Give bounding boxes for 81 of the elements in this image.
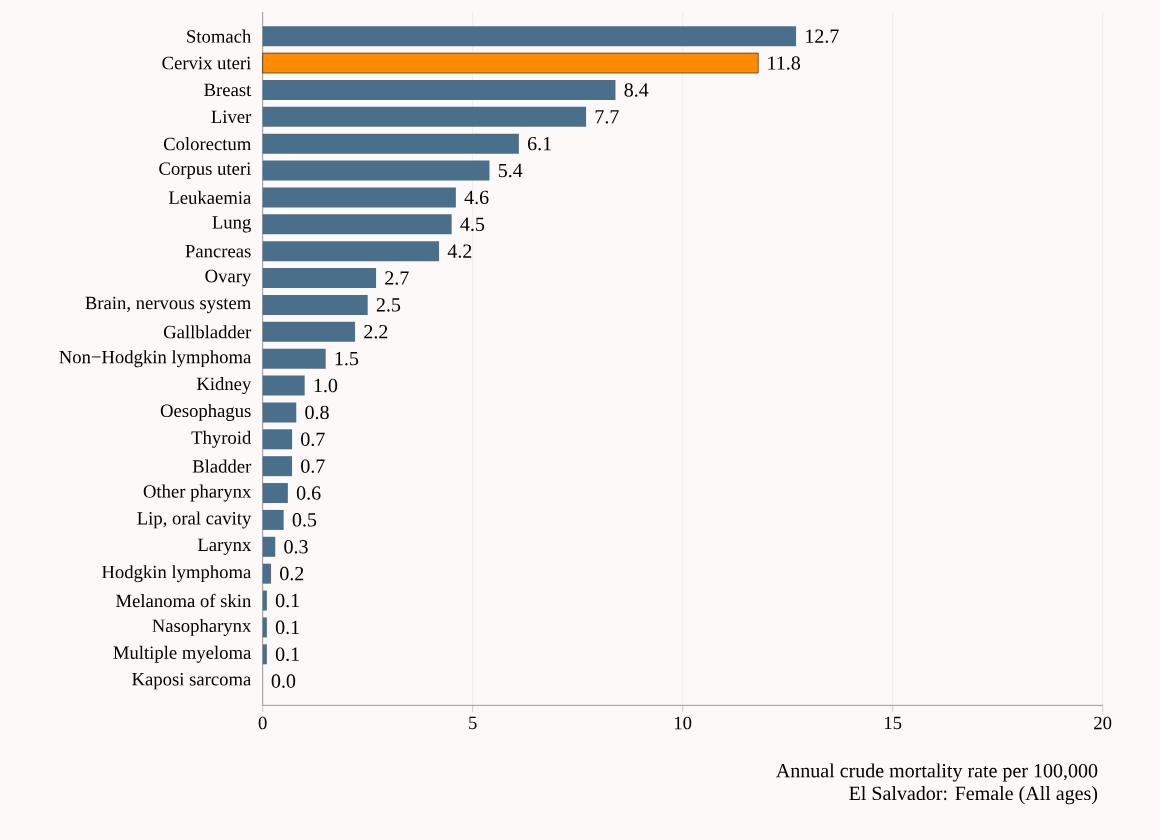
- y-tick-label: Gallbladder: [163, 325, 252, 339]
- bar: [262, 26, 797, 47]
- y-tick-label: Corpus uteri: [159, 162, 251, 179]
- y-tick-label: Cervix uteri: [162, 56, 251, 70]
- bar: [262, 536, 276, 557]
- data-label: 1.5: [335, 351, 359, 366]
- text: El Salvador: Female (All ages): [849, 786, 1098, 805]
- data-label: 5.4: [498, 163, 523, 178]
- bar: [262, 160, 490, 181]
- data-label: 4.6: [464, 190, 489, 205]
- bar: [262, 79, 616, 100]
- y-tick-label: Breast: [204, 83, 252, 97]
- y-tick-label: Pancreas: [185, 244, 251, 258]
- y-tick-label: Stomach: [187, 29, 252, 43]
- bar: [262, 321, 356, 342]
- data-label: 2.7: [385, 271, 409, 285]
- x-tick-label: 0: [258, 716, 267, 730]
- y-tick-label: Kaposi sarcoma: [132, 672, 252, 690]
- y-tick-label: Brain, nervous system: [85, 296, 252, 314]
- data-label: 2.5: [376, 298, 401, 312]
- data-label: 0.1: [275, 647, 299, 662]
- data-label: 8.4: [624, 83, 649, 97]
- y-tick-label: Larynx: [197, 538, 252, 555]
- bar: [262, 268, 377, 289]
- data-label: 0.8: [305, 405, 329, 420]
- bar: [262, 214, 452, 235]
- y-tick-label: Ovary: [205, 269, 252, 287]
- data-label: 0.7: [301, 432, 325, 447]
- data-label: 4.5: [460, 217, 485, 232]
- data-label: 7.7: [595, 110, 619, 124]
- y-tick-label: Leukaemia: [168, 190, 252, 205]
- x-tick-label: 20: [1094, 716, 1112, 730]
- y-tick-label: Colorectum: [163, 137, 252, 151]
- y-tick-label: Lip, oral cavity: [137, 511, 252, 529]
- x-axis-title: Annual crude mortality rate per 100,000: [776, 763, 1098, 782]
- y-tick-label: Thyroid: [191, 430, 252, 448]
- x-tick-label: 5: [469, 716, 477, 730]
- x-tick-label: 15: [884, 716, 902, 730]
- data-label: 0.7: [301, 459, 325, 473]
- bar: [262, 375, 305, 396]
- bar: [262, 348, 326, 369]
- y-tick-label: Liver: [211, 110, 252, 124]
- data-label: 4.2: [447, 244, 472, 258]
- y-tick-label: Lung: [212, 216, 251, 233]
- bar: [262, 644, 267, 665]
- data-label: 2.2: [364, 325, 388, 339]
- bar: [262, 52, 759, 74]
- data-label: 1.0: [314, 378, 338, 393]
- y-tick-label: Other pharynx: [143, 484, 252, 502]
- y-tick-label: Hodgkin lymphoma: [101, 565, 252, 583]
- bar: [262, 402, 297, 423]
- data-label: 0.1: [275, 593, 299, 608]
- data-label: 0.6: [296, 486, 321, 500]
- data-label: 11.8: [768, 56, 801, 70]
- bar: [262, 429, 293, 450]
- y-tick-label: Melanoma of skin: [116, 593, 252, 608]
- bar: [262, 187, 456, 208]
- bar: [262, 483, 288, 504]
- bar: [262, 241, 440, 262]
- bar: [262, 563, 272, 584]
- y-tick-label: Oesophagus: [160, 403, 251, 421]
- y-tick-label: Bladder: [192, 459, 252, 473]
- bar: [262, 509, 284, 530]
- y-tick-label: Non−Hodgkin lymphoma: [59, 350, 252, 368]
- data-label: 12.7: [806, 29, 839, 43]
- data-label: 0.0: [271, 674, 296, 688]
- bar: [262, 617, 267, 638]
- bar: [262, 106, 587, 127]
- data-label: 0.5: [292, 513, 317, 527]
- bar: [262, 133, 519, 154]
- data-label: 6.1: [527, 136, 551, 151]
- x-tick-label: 10: [674, 716, 692, 730]
- data-label: 0.3: [284, 540, 308, 554]
- data-label: 0.2: [280, 566, 304, 581]
- bar: [262, 294, 368, 315]
- bar: [262, 590, 267, 611]
- y-tick-label: Nasopharynx: [152, 618, 252, 636]
- data-label: 0.1: [275, 620, 299, 635]
- bar: [262, 456, 293, 477]
- y-tick-label: Multiple myeloma: [113, 645, 252, 663]
- y-tick-label: Kidney: [196, 377, 252, 395]
